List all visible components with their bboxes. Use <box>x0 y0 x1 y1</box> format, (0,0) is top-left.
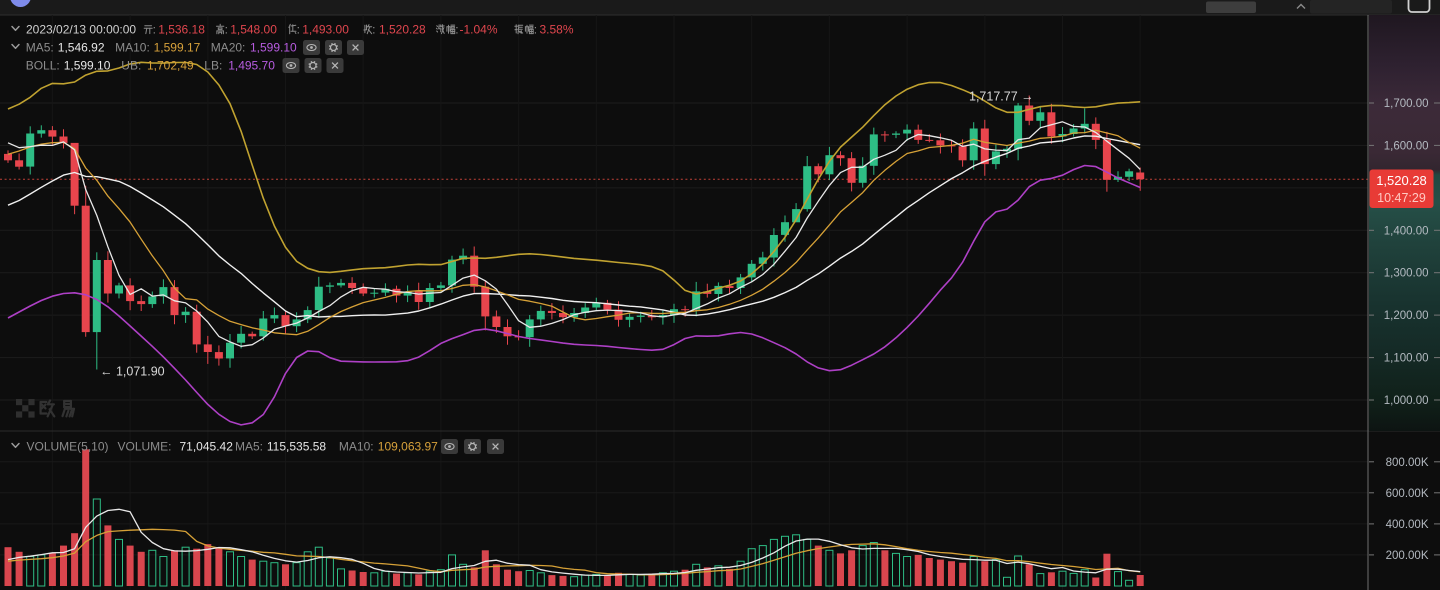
svg-text:BOLL:: BOLL: <box>26 58 60 72</box>
svg-text:1,702,49: 1,702,49 <box>147 58 194 72</box>
svg-text:1,700.00: 1,700.00 <box>1384 98 1429 110</box>
svg-text:1,546.92: 1,546.92 <box>58 40 105 54</box>
svg-text:3.58%: 3.58% <box>540 22 574 36</box>
svg-text:800.00K: 800.00K <box>1386 457 1429 469</box>
svg-text:1,400.00: 1,400.00 <box>1384 225 1429 237</box>
svg-text:1,100.00: 1,100.00 <box>1384 353 1429 365</box>
svg-text:VOLUME:: VOLUME: <box>118 439 172 453</box>
svg-text:1,548.00: 1,548.00 <box>230 22 277 36</box>
svg-text:VOLUME(5,10): VOLUME(5,10) <box>27 439 109 453</box>
svg-text:1,300.00: 1,300.00 <box>1384 268 1429 280</box>
svg-text:1,600.00: 1,600.00 <box>1384 140 1429 152</box>
svg-text:200.00K: 200.00K <box>1386 550 1429 562</box>
svg-text:71,045.42: 71,045.42 <box>180 439 234 453</box>
svg-text:400.00K: 400.00K <box>1386 519 1429 531</box>
svg-text:UB:: UB: <box>121 58 141 72</box>
svg-text:1,599.10: 1,599.10 <box>250 40 297 54</box>
svg-text::: : <box>372 22 375 36</box>
svg-text:MA10:: MA10: <box>115 40 150 54</box>
svg-text:1,717.77 →: 1,717.77 → <box>969 90 1034 104</box>
svg-text:1,536.18: 1,536.18 <box>158 22 205 36</box>
svg-text::: : <box>455 22 458 36</box>
svg-text:MA20:: MA20: <box>211 40 246 54</box>
svg-text:600.00K: 600.00K <box>1386 488 1429 500</box>
svg-text:10:47:29: 10:47:29 <box>1377 191 1426 205</box>
svg-text:1,520.28: 1,520.28 <box>1376 173 1427 188</box>
svg-text:1,520.28: 1,520.28 <box>379 22 426 36</box>
svg-text:109,063.97: 109,063.97 <box>378 439 438 453</box>
svg-text::: : <box>297 22 300 36</box>
svg-text:1,200.00: 1,200.00 <box>1384 310 1429 322</box>
svg-text::: : <box>153 22 156 36</box>
svg-text:MA5:: MA5: <box>235 439 263 453</box>
svg-text:115,535.58: 115,535.58 <box>267 439 326 453</box>
svg-text:1,599.10: 1,599.10 <box>64 58 111 72</box>
svg-text:1,599.17: 1,599.17 <box>154 40 201 54</box>
svg-text:1,000.00: 1,000.00 <box>1384 395 1429 407</box>
svg-text:MA5:: MA5: <box>26 40 54 54</box>
svg-text:1,495.70: 1,495.70 <box>228 58 275 72</box>
svg-text::: : <box>534 22 537 36</box>
svg-text::: : <box>225 22 228 36</box>
svg-text:← 1,071.90: ← 1,071.90 <box>100 365 165 379</box>
svg-text:2023/02/13 00:00:00: 2023/02/13 00:00:00 <box>26 22 136 36</box>
svg-text:1,493.00: 1,493.00 <box>302 22 349 36</box>
svg-text:LB:: LB: <box>204 58 222 72</box>
svg-text:-1.04%: -1.04% <box>460 22 498 36</box>
svg-text:MA10:: MA10: <box>339 439 374 453</box>
